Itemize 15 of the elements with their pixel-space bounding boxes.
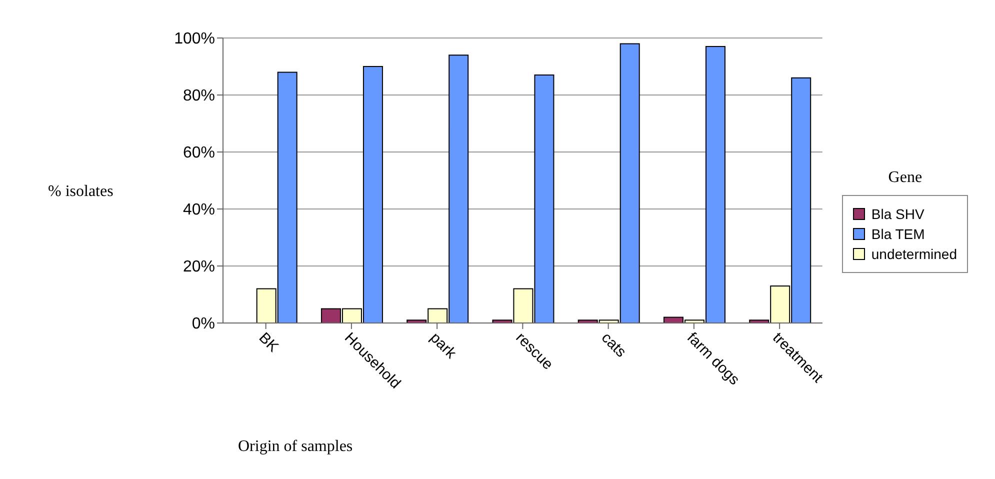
- y-tick-label: 80%: [182, 88, 215, 105]
- x-axis-title: Origin of samples: [238, 438, 353, 456]
- y-axis-title: % isolates: [48, 183, 114, 201]
- y-tick-label: 100%: [174, 30, 215, 48]
- x-tick-label: cats: [598, 329, 630, 361]
- x-tick-label: BK: [255, 329, 282, 356]
- y-tick-label: 20%: [182, 258, 215, 276]
- y-tick-label: 60%: [182, 144, 215, 162]
- legend-label: Bla TEM: [870, 226, 926, 242]
- legend-title: Gene: [887, 168, 924, 186]
- legend-label: undetermined: [870, 246, 957, 262]
- legend-label: Bla SHV: [870, 206, 926, 222]
- y-tick-label: 40%: [182, 202, 215, 219]
- y-tick-label: 0%: [192, 316, 215, 333]
- x-tick-label: park: [426, 329, 460, 362]
